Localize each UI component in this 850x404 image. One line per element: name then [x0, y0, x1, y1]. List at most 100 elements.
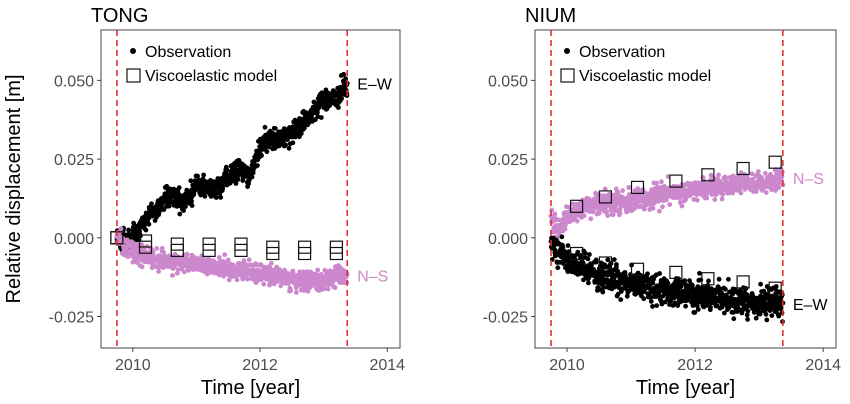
plot-frame — [534, 29, 837, 349]
model-markers — [569, 155, 782, 295]
observation-point — [667, 202, 673, 207]
observation-point — [143, 227, 149, 233]
observation-point — [288, 288, 294, 293]
observation-point — [695, 307, 701, 312]
observation-point — [740, 301, 746, 307]
observation-point — [138, 233, 143, 239]
observation-point — [645, 271, 650, 277]
observation-point — [154, 246, 160, 251]
observation-point — [264, 149, 270, 155]
observation-point — [343, 76, 348, 81]
observation-point — [272, 125, 278, 131]
model-square — [701, 168, 715, 182]
observation-point — [177, 211, 183, 217]
observation-point — [716, 172, 721, 178]
observation-point — [234, 277, 240, 283]
observation-point — [262, 124, 268, 130]
observation-point — [575, 249, 581, 255]
observation-point — [222, 252, 228, 258]
legend-label: Viscoelastic model — [145, 68, 277, 85]
series-label: E–W — [357, 77, 393, 94]
observation-point — [588, 216, 594, 222]
observation-point — [218, 195, 224, 200]
observation-point — [202, 193, 208, 199]
observation-point — [146, 221, 152, 227]
observation-point — [182, 269, 187, 275]
observation-point — [325, 286, 331, 292]
x-axis-label: Time [year] — [201, 377, 300, 399]
observation-point — [758, 281, 763, 287]
observation-point — [690, 282, 695, 288]
legend-square-icon — [126, 68, 141, 83]
observation-point — [214, 195, 219, 200]
observation-point — [581, 213, 587, 219]
observation-point — [611, 257, 617, 262]
model-square — [736, 161, 750, 176]
model-square — [170, 243, 184, 257]
observation-point — [769, 313, 775, 318]
observation-point — [614, 262, 619, 267]
observation-point — [648, 299, 654, 304]
observation-point — [233, 273, 239, 279]
observation-point — [605, 213, 611, 219]
observation-point — [675, 303, 681, 308]
observation-point — [615, 291, 621, 297]
observation-point — [731, 316, 737, 322]
observation-point — [191, 192, 197, 197]
observation-point — [244, 276, 250, 282]
panel-title: TONG — [91, 5, 148, 27]
observation-point — [600, 289, 606, 295]
observation-point — [294, 290, 299, 295]
model-square — [768, 281, 782, 295]
observation-point — [224, 167, 230, 173]
observation-point — [183, 204, 188, 209]
model-square — [598, 256, 613, 270]
y-tick-label: 0.000 — [488, 231, 528, 248]
plot-frame — [100, 29, 401, 349]
observation-point — [156, 269, 162, 274]
observation-point — [708, 305, 713, 310]
observation-point — [753, 315, 759, 321]
model-square — [669, 265, 683, 279]
observation-point — [654, 180, 659, 186]
observation-point — [706, 278, 711, 284]
observation-points — [114, 71, 350, 295]
observation-point — [128, 239, 134, 245]
model-square — [768, 155, 782, 169]
model-square — [298, 246, 312, 261]
observation-point — [759, 175, 764, 180]
x-axis-label: Time [year] — [636, 377, 735, 399]
observation-point — [188, 178, 194, 184]
observation-point — [659, 179, 664, 185]
observation-point — [776, 313, 782, 319]
observation-point — [650, 205, 656, 211]
observation-point — [778, 305, 784, 311]
observation-point — [308, 269, 314, 275]
observation-point — [722, 310, 727, 316]
observation-point — [708, 172, 714, 178]
observation-point — [657, 208, 662, 214]
observation-point — [650, 304, 655, 309]
observation-point — [563, 222, 568, 228]
y-tick-label: 0.000 — [54, 231, 94, 248]
observation-point — [235, 177, 241, 182]
observation-point — [181, 208, 187, 213]
y-tick-label: -0.025 — [483, 310, 528, 327]
x-tick-label: 2014 — [805, 357, 841, 374]
observation-point — [225, 257, 231, 263]
observation-point — [184, 251, 190, 257]
observation-point — [249, 174, 255, 180]
observation-point — [139, 264, 145, 270]
observation-point — [738, 190, 744, 196]
observation-point — [586, 280, 591, 286]
observation-point — [694, 303, 700, 309]
observation-points — [548, 166, 786, 324]
observation-point — [626, 185, 632, 190]
observation-point — [763, 311, 769, 317]
observation-point — [294, 284, 300, 289]
series-label: N–S — [357, 269, 388, 286]
observation-point — [149, 201, 154, 207]
legend-label: Viscoelastic model — [579, 68, 711, 85]
observation-point — [750, 176, 756, 182]
